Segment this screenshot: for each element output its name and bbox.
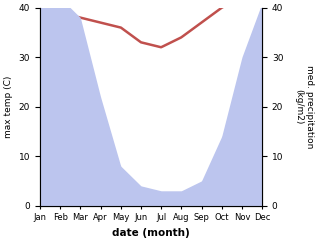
Y-axis label: max temp (C): max temp (C) (4, 76, 13, 138)
Y-axis label: med. precipitation
(kg/m2): med. precipitation (kg/m2) (294, 65, 314, 148)
X-axis label: date (month): date (month) (112, 228, 190, 238)
